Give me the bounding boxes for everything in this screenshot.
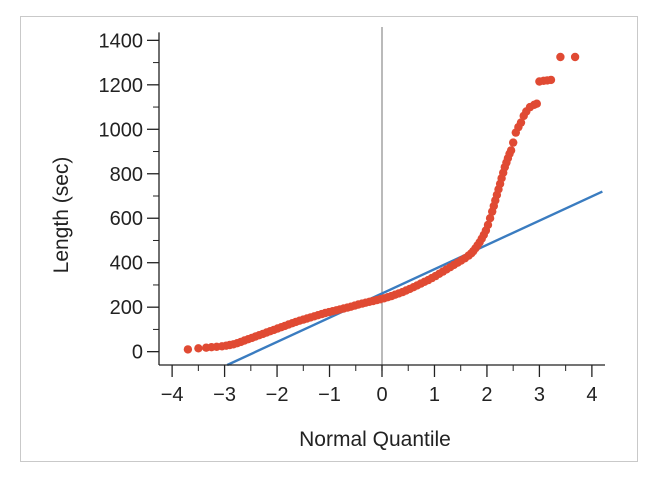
x-tick-label: 1 [429,384,440,406]
y-axis-title: Length (sec) [50,157,73,274]
y-tick-label: 400 [110,253,143,275]
axes-layer: 0 200 400 600 800 1000 1200 1400 −4 −3 −2 −1 0 1 2 3 4 [99,30,605,406]
x-tick-label: −4 [161,384,184,406]
y-tick-label: 200 [110,297,143,319]
x-tick-label: −2 [266,384,289,406]
x-axis-title: Normal Quantile [299,428,451,451]
data-point [556,52,565,62]
data-point [183,345,193,354]
y-tick-label: 600 [110,208,143,230]
x-tick-label: 0 [376,384,387,406]
data-point [532,99,541,108]
data-point [483,220,493,230]
x-tick-label: −1 [318,384,341,406]
x-tick-label: −3 [213,384,236,406]
data-point [509,138,518,147]
reference-line-layer [226,190,603,367]
y-tick-label: 0 [132,342,143,364]
y-tick-label: 1400 [99,30,144,52]
reference-line [226,190,603,367]
data-point [194,344,203,353]
data-point [485,214,495,223]
qq-plot: 0 200 400 600 800 1000 1200 1400 −4 −3 −2 −1 0 1 2 3 4 L… [50,27,605,451]
y-tick-label: 1000 [99,119,144,141]
y-tick-label: 1200 [99,75,144,97]
data-point [546,75,556,85]
data-point [516,118,526,127]
y-tick-label: 800 [110,164,143,186]
chart-frame: 0 200 400 600 800 1000 1200 1400 −4 −3 −2 −1 0 1 2 3 4 L… [20,16,638,462]
x-tick-label: 2 [481,384,492,406]
x-tick-label: 4 [586,384,597,406]
data-point [570,52,580,62]
x-tick-label: 3 [534,384,545,406]
data-points-layer [183,52,580,354]
data-point [506,146,516,155]
